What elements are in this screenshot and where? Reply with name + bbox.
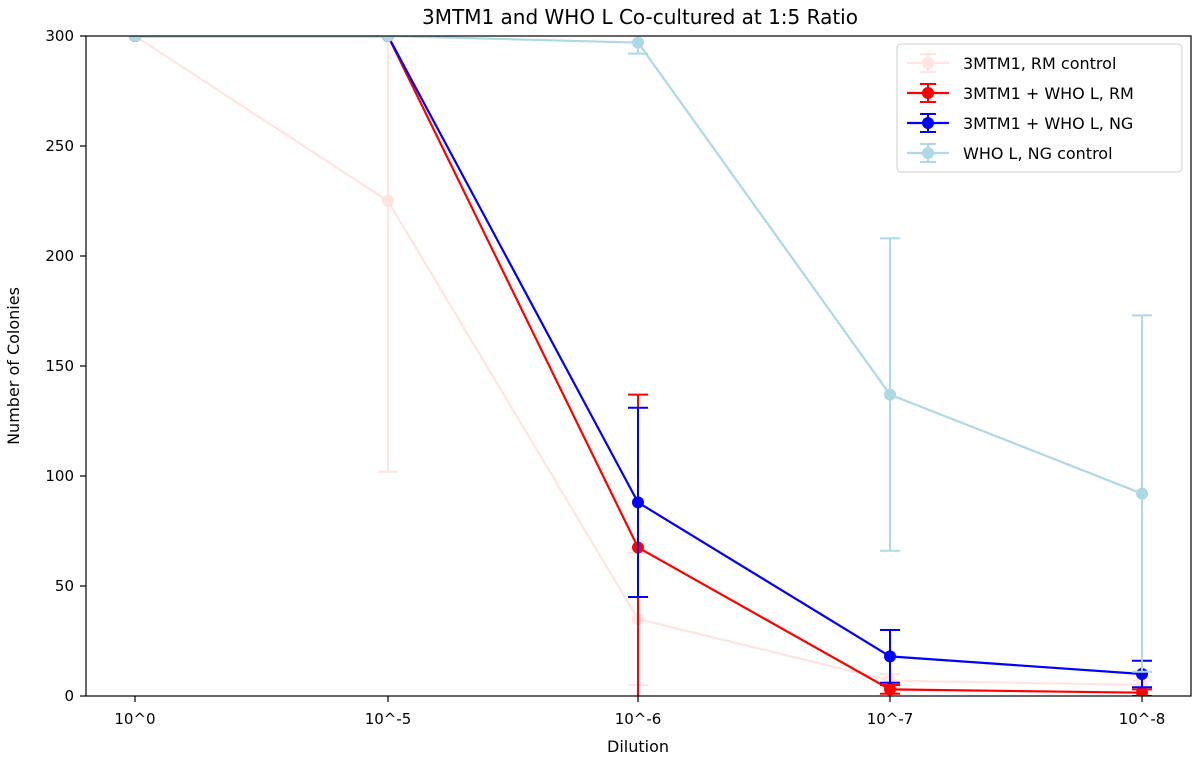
y-tick-label: 50	[55, 577, 74, 595]
legend-entry: 3MTM1 + WHO L, NG	[907, 113, 1133, 133]
x-tick-label: 10^-6	[615, 710, 662, 728]
legend-entry: 3MTM1, RM control	[907, 53, 1116, 73]
plot-data	[129, 36, 1152, 696]
series-4	[129, 36, 1152, 673]
chart-title: 3MTM1 and WHO L Co-cultured at 1:5 Ratio	[422, 5, 858, 29]
y-tick-label: 0	[64, 687, 74, 705]
x-tick-label: 10^-7	[867, 710, 914, 728]
data-point	[1136, 686, 1148, 696]
data-point	[884, 650, 896, 663]
data-point	[1136, 487, 1148, 500]
legend-box	[896, 43, 1183, 173]
legend-entry: 3MTM1 + WHO L, RM	[907, 83, 1134, 103]
axis-ticks: 0 50 100 150 200 250 300 10^0 10^-5 10^-6 10^-7 10^…	[45, 27, 1165, 728]
x-axis-label: Dilution	[607, 737, 669, 756]
plot-frame	[85, 35, 1192, 697]
legend-label: WHO L, NG control	[963, 144, 1113, 163]
x-tick-label: 10^-8	[1119, 710, 1166, 728]
data-point	[382, 195, 394, 207]
data-point	[632, 496, 644, 509]
legend: 3MTM1, RM control 3MTM1 + WHO L, RM 3MTM1 …	[896, 43, 1183, 173]
y-tick-label: 250	[45, 137, 74, 155]
y-tick-label: 200	[45, 247, 74, 265]
data-point	[884, 388, 896, 401]
data-point	[129, 36, 141, 42]
y-tick-label: 100	[45, 467, 74, 485]
legend-label: 3MTM1 + WHO L, NG	[963, 114, 1133, 133]
x-tick-label: 10^0	[114, 710, 155, 728]
x-tick-label: 10^-5	[365, 710, 412, 728]
data-point	[632, 36, 644, 49]
legend-entry: WHO L, NG control	[907, 143, 1113, 163]
y-tick-label: 150	[45, 357, 74, 375]
data-point	[382, 36, 394, 42]
y-tick-label: 300	[45, 27, 74, 45]
y-axis-label: Number of Colonies	[4, 287, 23, 445]
data-point	[884, 683, 896, 696]
legend-label: 3MTM1, RM control	[963, 54, 1116, 73]
legend-label: 3MTM1 + WHO L, RM	[963, 84, 1134, 103]
